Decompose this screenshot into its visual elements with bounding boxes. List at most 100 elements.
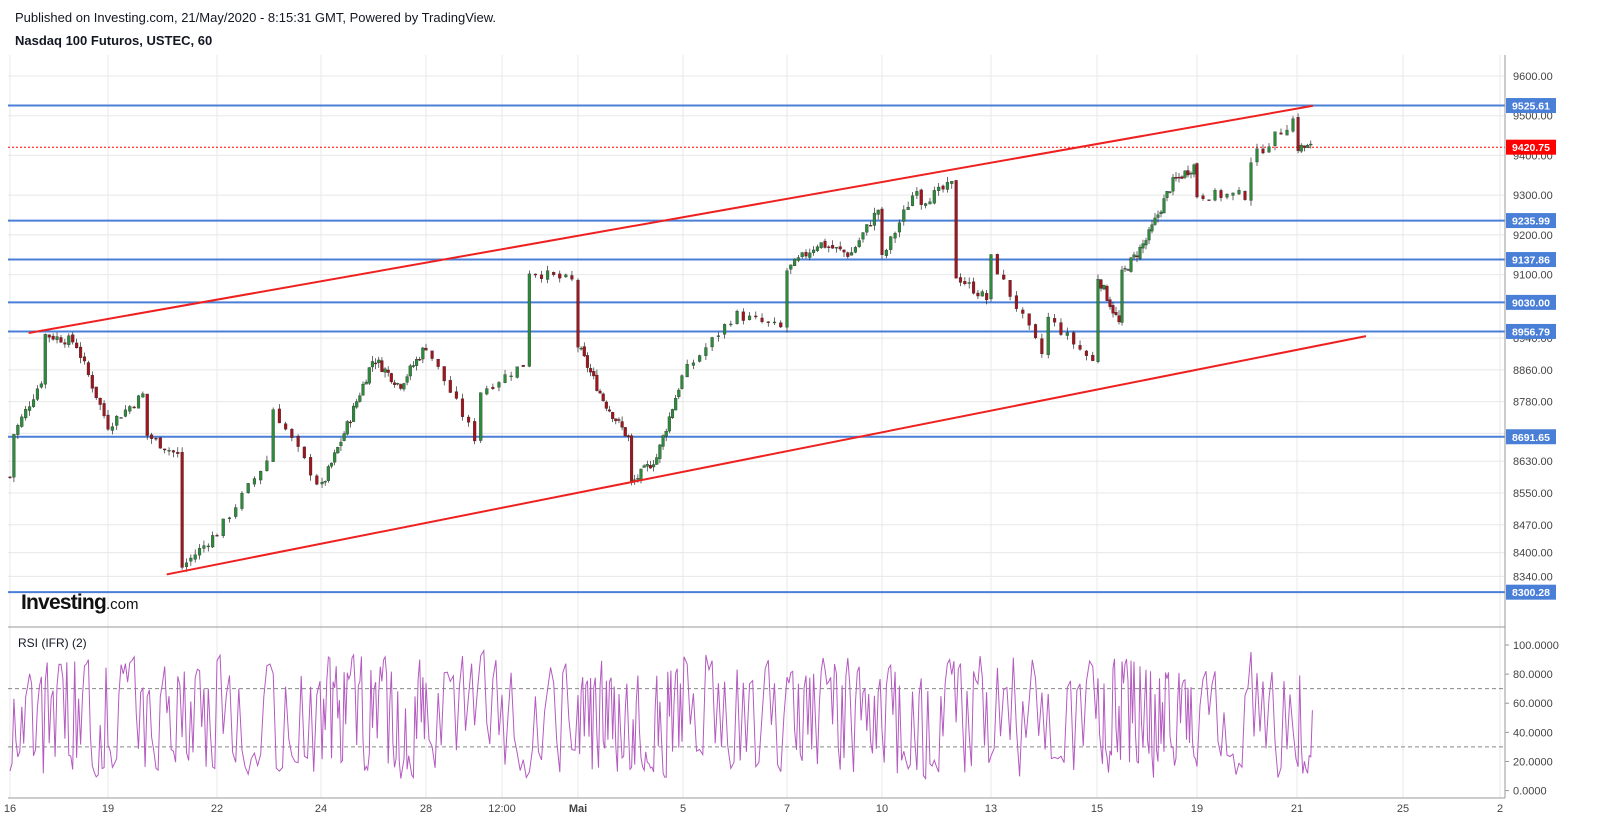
candle-body xyxy=(1144,240,1148,246)
candle-body xyxy=(963,281,967,285)
candle-body xyxy=(1014,295,1018,309)
candle-body xyxy=(1306,145,1310,148)
candle-body xyxy=(1192,164,1196,175)
candle-body xyxy=(598,390,602,394)
price-tick-label: 9600.00 xyxy=(1513,71,1553,83)
candle-body xyxy=(1213,190,1217,201)
rsi-tick-label: 40.0000 xyxy=(1513,727,1553,739)
candle-body xyxy=(315,475,319,485)
candle-body xyxy=(670,409,675,419)
candle-body xyxy=(189,557,193,562)
time-tick-label: 2 xyxy=(1497,803,1503,815)
candle-body xyxy=(617,419,621,421)
candle-body xyxy=(1195,163,1199,198)
candle-body xyxy=(364,381,368,385)
level-tag: 9137.86 xyxy=(1512,255,1550,267)
candle-body xyxy=(735,311,739,324)
candle-body xyxy=(408,365,412,377)
candle-body xyxy=(202,545,206,549)
candle-body xyxy=(154,438,158,440)
price-tick-label: 8340.00 xyxy=(1513,571,1553,583)
candle-body xyxy=(819,242,823,248)
candle-body xyxy=(838,246,842,250)
candle-body xyxy=(167,450,171,452)
candle-body xyxy=(1183,170,1187,178)
candle-body xyxy=(570,275,574,280)
candle-body xyxy=(716,335,720,337)
candle-body xyxy=(1033,324,1038,339)
candle-body xyxy=(1123,268,1127,270)
level-tag: 9030.00 xyxy=(1512,297,1550,309)
candle-body xyxy=(43,334,47,385)
candle-body xyxy=(592,371,596,377)
grid xyxy=(8,55,1505,798)
level-tag-bg xyxy=(1506,252,1556,268)
candle-body xyxy=(748,315,752,320)
candle-body xyxy=(106,414,110,430)
candle-body xyxy=(1267,146,1271,153)
instrument-title: Nasdaq 100 Futuros, USTEC, 60 xyxy=(15,33,213,48)
last-price-tag-bg xyxy=(1506,139,1556,155)
candle-body xyxy=(812,249,816,253)
candle-body xyxy=(910,195,915,206)
candle-body xyxy=(1138,246,1142,259)
candle-body xyxy=(1249,162,1253,201)
candle-body xyxy=(389,373,393,383)
candle-body xyxy=(919,189,923,205)
channel-line-lower xyxy=(166,335,1367,576)
candle-body xyxy=(937,186,941,191)
candle-body xyxy=(1177,176,1181,179)
candle-body xyxy=(150,434,154,439)
candle-body xyxy=(677,389,681,398)
candle-body xyxy=(351,405,356,422)
candle-body xyxy=(392,382,397,385)
candle-body xyxy=(358,395,362,402)
candle-body xyxy=(842,249,846,253)
candle-body xyxy=(1291,118,1295,132)
candle-body xyxy=(576,279,580,348)
candle-body xyxy=(1165,191,1169,198)
candle-body xyxy=(1065,332,1069,336)
candle-body xyxy=(454,391,458,399)
candle-body xyxy=(902,209,906,222)
level-tag: 9525.61 xyxy=(1512,101,1550,113)
candle-body xyxy=(16,425,20,435)
candle-body xyxy=(539,274,544,279)
candle-body xyxy=(579,347,583,350)
candle-body xyxy=(290,429,294,438)
candle-body xyxy=(928,201,932,205)
candle-body xyxy=(35,388,39,400)
candle-body xyxy=(941,185,945,190)
candle-body xyxy=(12,434,16,478)
candle-body xyxy=(846,252,850,257)
candle-body xyxy=(741,311,745,321)
candle-body xyxy=(1201,195,1205,199)
level-tag-bg xyxy=(1506,294,1556,310)
candle-body xyxy=(309,457,313,476)
candle-body xyxy=(380,360,384,372)
time-tick-label: 24 xyxy=(315,803,327,815)
rsi-title: RSI (IFR) (2) xyxy=(18,636,87,650)
candle-body xyxy=(158,437,162,449)
candle-body xyxy=(180,452,184,568)
candle-body xyxy=(1096,278,1100,362)
candle-body xyxy=(119,417,123,419)
candle-body xyxy=(227,517,232,520)
candle-body xyxy=(945,181,949,190)
candle-body xyxy=(582,346,586,357)
candle-body xyxy=(1059,322,1063,335)
candle-body xyxy=(24,408,28,419)
candle-body xyxy=(370,361,374,368)
candle-body xyxy=(98,397,102,405)
candle-body xyxy=(1129,257,1133,272)
price-tick-label: 9500.00 xyxy=(1513,111,1553,123)
candle-body xyxy=(271,409,275,462)
candle-body xyxy=(436,358,440,367)
candle-body xyxy=(897,222,901,233)
candle-body xyxy=(1219,190,1223,198)
candle-body xyxy=(861,232,865,240)
candle-body xyxy=(323,481,327,483)
candle-body xyxy=(396,383,400,385)
rsi-tick-label: 80.0000 xyxy=(1513,669,1553,681)
published-caption: Published on Investing.com, 21/May/2020 … xyxy=(15,10,497,25)
